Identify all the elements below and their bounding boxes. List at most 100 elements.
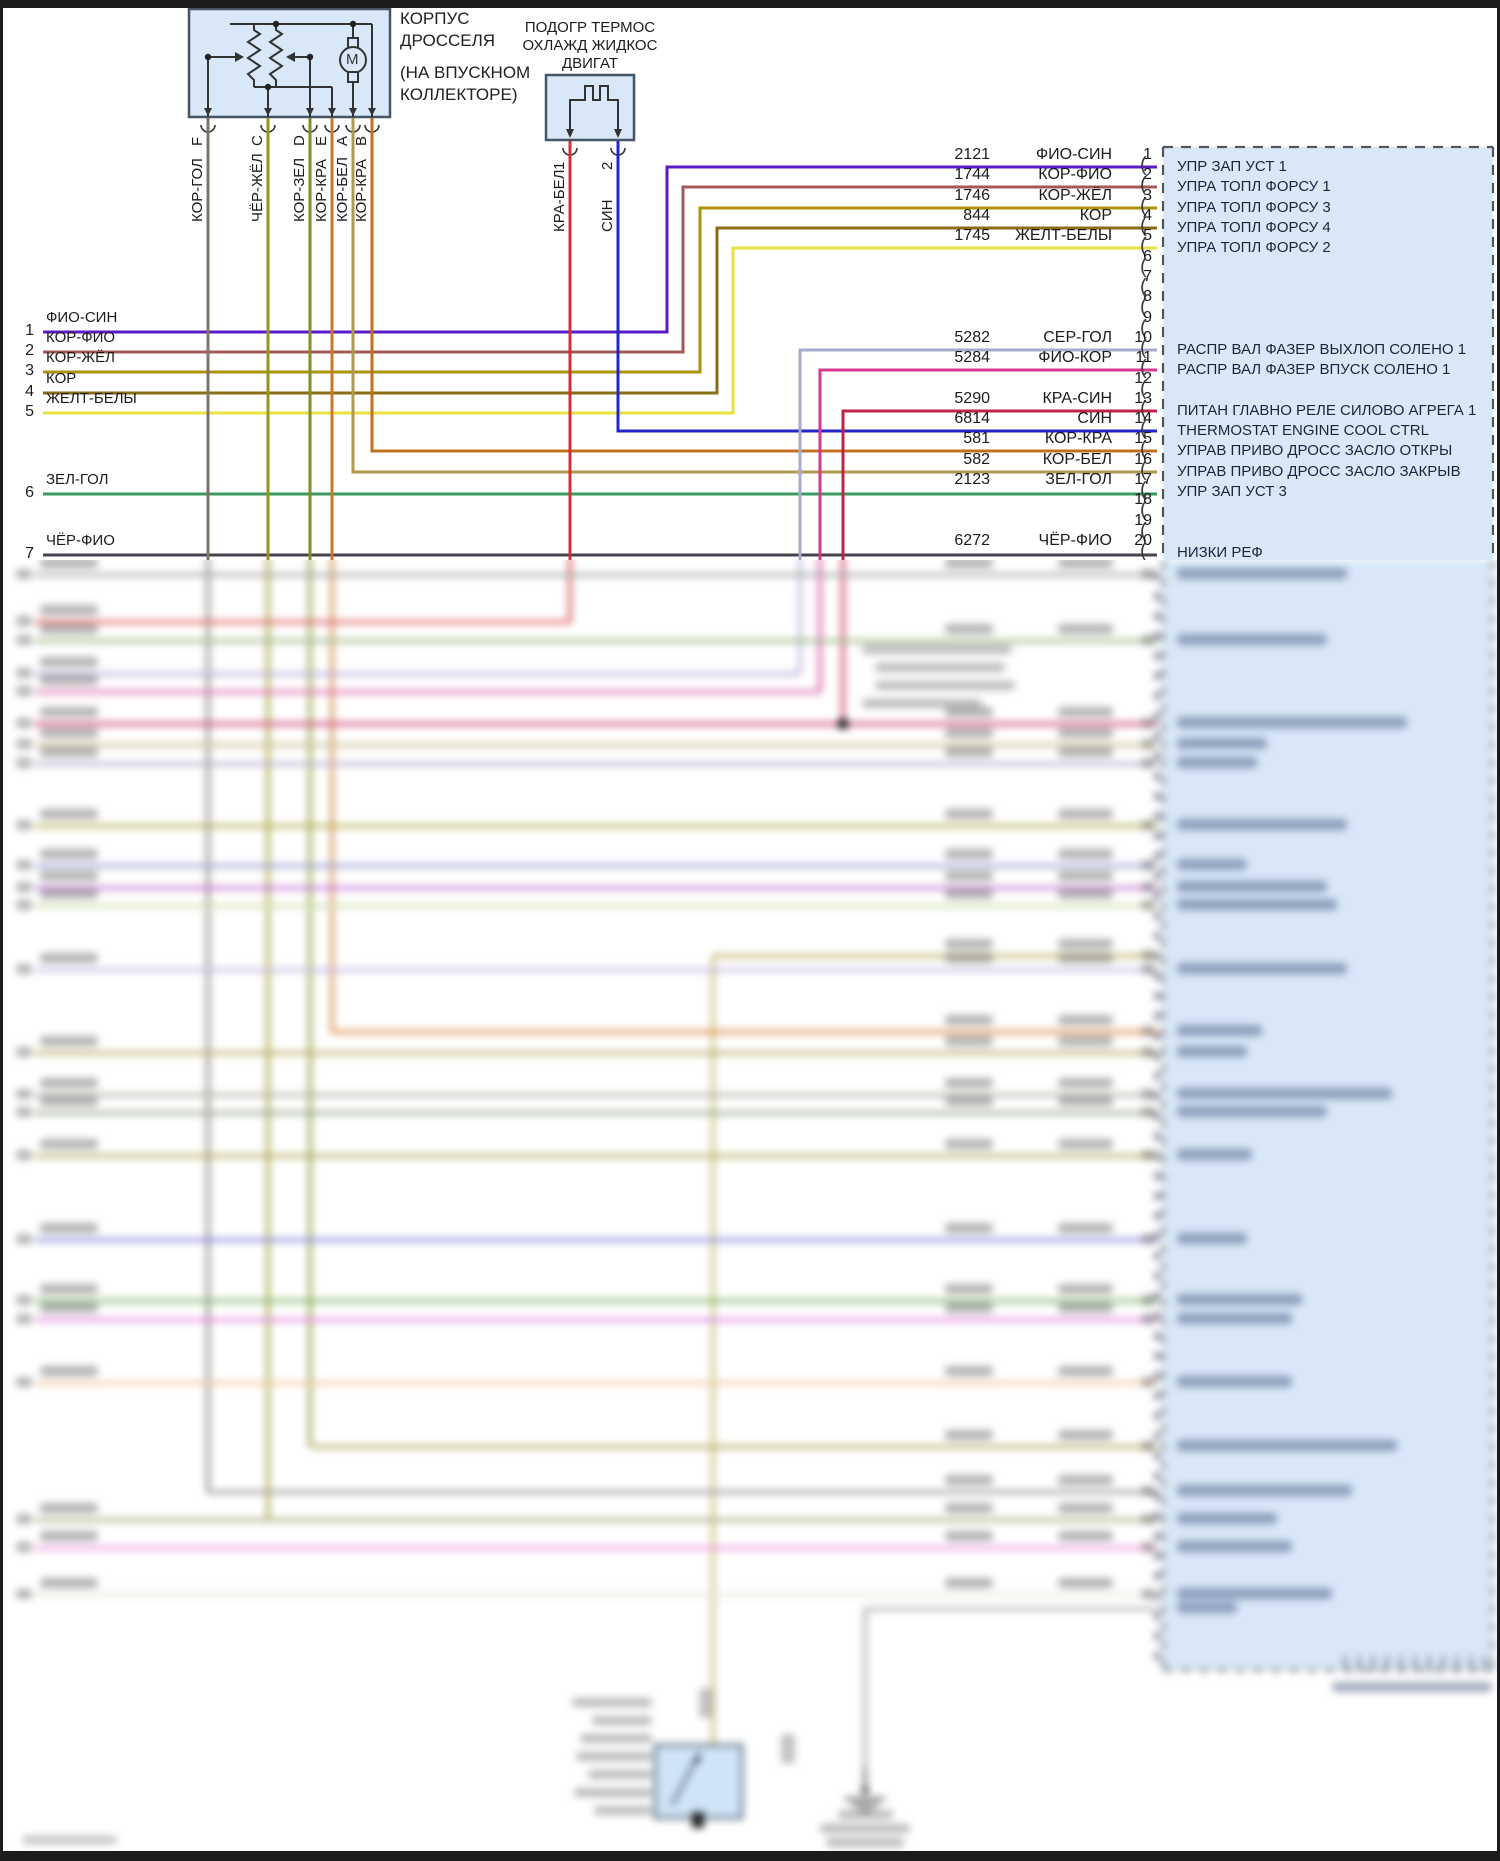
illegible-text	[16, 718, 32, 728]
right-border	[1497, 0, 1500, 1861]
connector-pin-number: 4	[1143, 207, 1152, 224]
illegible-text	[945, 889, 993, 899]
left-wire-color-label: ЗЕЛ-ГОЛ	[46, 471, 109, 488]
wire-color-label: КОР-ЖЁЛ	[1038, 187, 1112, 204]
connector-row-label: УПРАВ ПРИВО ДРОСС ЗАСЛО ЗАКРЫВ	[1177, 463, 1461, 480]
illegible-text	[1141, 1047, 1155, 1057]
illegible-text	[1058, 560, 1113, 568]
illegible-text	[945, 849, 993, 859]
connector-pin-number: 13	[1134, 390, 1152, 407]
wire-color-label: КРА-СИН	[1042, 390, 1112, 407]
connector-pin-number: 6	[1143, 248, 1152, 265]
illegible-text	[40, 1303, 98, 1313]
illegible-text	[1058, 1036, 1113, 1046]
illegible-text	[1141, 860, 1155, 870]
illegible-text	[16, 964, 32, 974]
illegible-text	[1177, 1233, 1247, 1244]
throttle-pin-letter: D	[291, 135, 308, 146]
connector-row-label: УПР ЗАП УСТ 1	[1177, 158, 1287, 175]
illegible-text	[16, 1377, 32, 1387]
illegible-text	[1141, 1441, 1155, 1451]
illegible-text	[1177, 859, 1247, 870]
illegible-text	[1058, 1096, 1113, 1106]
left-wire-color-label: ЧЁР-ФИО	[46, 532, 115, 549]
connector-row-label: УПРАВ ПРИВО ДРОСС ЗАСЛО ОТКРЫ	[1177, 442, 1453, 459]
connector-pin-number: 3	[1143, 187, 1152, 204]
illegible-text	[16, 758, 32, 768]
arrowhead	[566, 129, 574, 138]
illegible-text	[16, 1295, 32, 1305]
illegible-text	[1058, 1366, 1113, 1376]
illegible-text	[1177, 1376, 1292, 1387]
illegible-text	[40, 747, 98, 757]
illegible-text	[1177, 819, 1347, 830]
circuit-number: 581	[963, 430, 990, 447]
connector-pin-arc: (	[1140, 235, 1147, 257]
connector-row-label: УПРА ТОПЛ ФОРСУ 2	[1177, 239, 1331, 256]
illegible-text	[1058, 747, 1113, 757]
illegible-text	[16, 1514, 32, 1524]
illegible-text	[1058, 1139, 1113, 1149]
throttle-body-subtitle-line2: КОЛЛЕКТОРЕ)	[400, 85, 518, 104]
illegible-text	[875, 681, 1015, 690]
circuit-number: 582	[963, 451, 990, 468]
wire-color-label: СИН	[1077, 410, 1112, 427]
connector-pin-number: 14	[1134, 410, 1152, 427]
illegible-text	[1058, 939, 1113, 949]
illegible-text	[16, 1047, 32, 1057]
pin-arrow	[368, 108, 376, 116]
illegible-text	[1141, 1314, 1155, 1324]
illegible-text	[40, 1223, 98, 1233]
illegible-text	[945, 1430, 993, 1440]
pin-arrow	[328, 108, 336, 116]
illegible-text	[40, 728, 98, 738]
illegible-text	[22, 1836, 117, 1844]
left-wire-number: 3	[25, 362, 34, 379]
circuit-number: 1744	[954, 166, 990, 183]
illegible-text	[40, 605, 98, 615]
illegible-text	[1141, 820, 1155, 830]
illegible-text	[820, 1824, 910, 1833]
illegible-text	[945, 1531, 993, 1541]
illegible-text	[40, 849, 98, 859]
junction-dot	[306, 53, 314, 61]
sensor-dot	[694, 1757, 700, 1763]
illegible-text	[16, 900, 32, 910]
throttle-pin-letter: C	[249, 135, 266, 146]
junction-square	[838, 719, 848, 729]
connector-pin-arc: (	[1140, 317, 1147, 339]
left-wire-color-label: ЖЕЛТ-БЕЛЫ	[46, 390, 137, 407]
illegible-text	[1177, 634, 1327, 645]
connector-pin-arc: (	[1140, 195, 1147, 217]
junction-dot	[204, 53, 212, 61]
connector-pin-arc: (	[1140, 438, 1147, 460]
connector-pin-number: 8	[1143, 288, 1152, 305]
illegible-text	[40, 1139, 98, 1149]
circuit-number: 5290	[954, 390, 990, 407]
illegible-text	[574, 1788, 652, 1797]
illegible-text	[40, 1078, 98, 1088]
illegible-text	[945, 809, 993, 819]
illegible-text	[40, 1531, 98, 1541]
pin-arrow	[264, 108, 272, 116]
throttle-body-title-line2: ДРОССЕЛЯ	[400, 31, 496, 50]
connector-row-label: THERMOSTAT ENGINE COOL CTRL	[1177, 422, 1429, 439]
wire-color-label: КОР-БЕЛ	[1042, 451, 1112, 468]
illegible-text	[875, 663, 1005, 672]
connector-pin-arc: (	[1140, 479, 1147, 501]
illegible-text	[1058, 707, 1113, 717]
illegible-text	[1058, 953, 1113, 963]
illegible-text	[40, 1366, 98, 1376]
illegible-text	[945, 624, 993, 634]
connector-pin-number: 20	[1134, 532, 1152, 549]
illegible-text	[40, 953, 98, 963]
illegible-text	[1058, 1531, 1113, 1541]
illegible-text	[1058, 728, 1113, 738]
connector-pin-number: 5	[1143, 227, 1152, 244]
illegible-text	[1177, 1485, 1352, 1496]
illegible-text	[1177, 1440, 1397, 1451]
illegible-text	[16, 616, 32, 626]
left-wire-number: 5	[25, 403, 34, 420]
illegible-text	[16, 1089, 32, 1099]
